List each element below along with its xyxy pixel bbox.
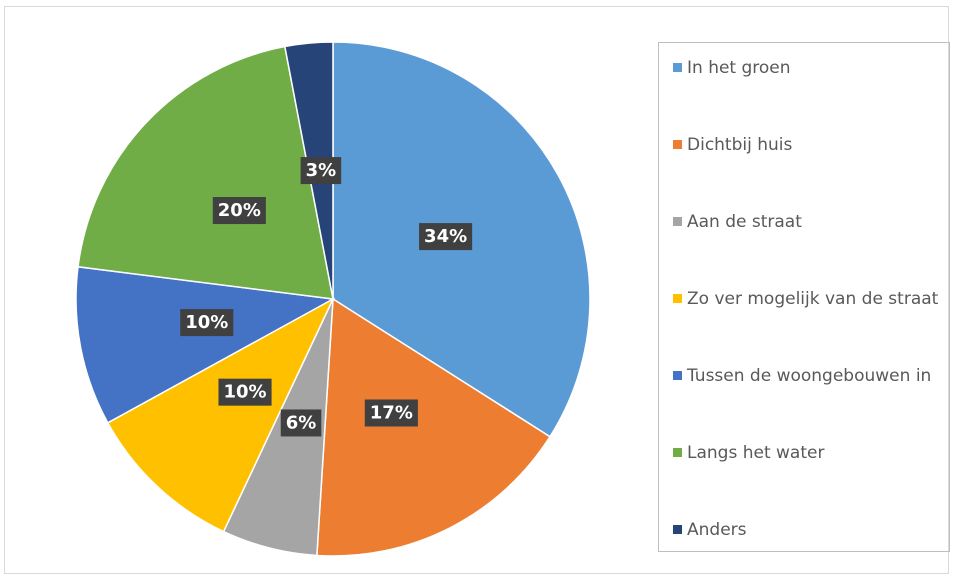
data-label-box — [364, 399, 418, 427]
legend-label: Tussen de woongebouwen in — [687, 366, 932, 386]
legend-label: Zo ver mogelijk van de straat — [687, 289, 939, 309]
data-label-box — [300, 157, 342, 185]
data-label-box — [218, 378, 272, 406]
data-label: 3% — [306, 160, 337, 181]
legend: In het groen Dichtbij huis Aan de straat Zo… — [658, 42, 950, 552]
legend-swatch — [673, 294, 682, 303]
legend-label: Anders — [687, 520, 747, 540]
data-label-box — [212, 197, 266, 225]
data-label: 34% — [424, 226, 467, 247]
legend-label: In het groen — [687, 58, 791, 78]
chart-frame — [4, 6, 949, 574]
legend-swatch — [673, 63, 682, 72]
legend-swatch — [673, 371, 682, 380]
data-label: 17% — [370, 402, 413, 423]
pie-slice — [77, 45, 334, 300]
legend-swatch — [673, 448, 682, 457]
data-label-box — [180, 309, 234, 337]
legend-entry: Tussen de woongebouwen in — [673, 363, 943, 390]
pie-slice — [75, 265, 336, 424]
data-label: 10% — [185, 312, 228, 333]
pie-slice — [316, 297, 552, 557]
data-label-box — [419, 223, 473, 251]
legend-swatch — [673, 525, 682, 534]
pie-slice — [106, 297, 335, 533]
data-label: 20% — [218, 200, 261, 221]
legend-entry: Anders — [673, 517, 943, 544]
legend-swatch — [673, 140, 682, 149]
legend-entry: In het groen — [673, 55, 943, 82]
legend-label: Dichtbij huis — [687, 135, 793, 155]
legend-label: Langs het water — [687, 443, 825, 463]
data-label: 10% — [223, 382, 266, 403]
legend-entry: Dichtbij huis — [673, 132, 943, 159]
legend-entry: Aan de straat — [673, 209, 943, 236]
legend-label: Aan de straat — [687, 212, 802, 232]
data-label-box — [280, 409, 322, 437]
data-label: 6% — [286, 412, 317, 433]
legend-entry: Langs het water — [673, 440, 943, 467]
legend-entry: Zo ver mogelijk van de straat — [673, 286, 943, 313]
legend-swatch — [673, 217, 682, 226]
